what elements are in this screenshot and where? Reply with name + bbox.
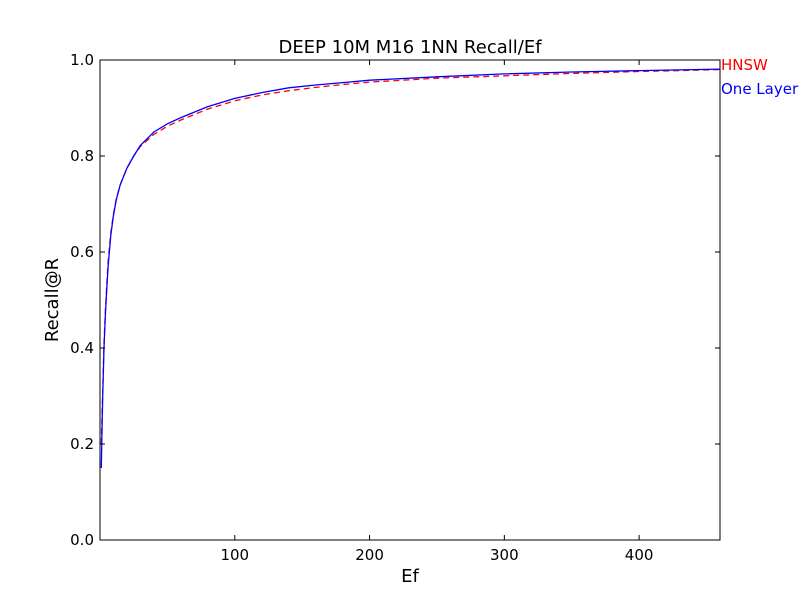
x-tick-label: 200 (355, 546, 384, 564)
chart-title: DEEP 10M M16 1NN Recall/Ef (278, 37, 542, 58)
y-tick-label: 0.4 (70, 339, 94, 357)
x-tick-label: 300 (490, 546, 519, 564)
y-tick-label: 0.2 (70, 435, 94, 453)
series-labels: HNSW One Layer (721, 56, 799, 98)
y-tick-label: 0.0 (70, 531, 94, 549)
y-tick-label: 0.8 (70, 147, 94, 165)
plot-area (100, 68, 721, 469)
series-label-one-layer: One Layer (721, 80, 799, 98)
x-tick-label: 400 (625, 546, 654, 564)
y-axis-title: Recall@R (42, 258, 63, 342)
x-axis-title: Ef (401, 566, 419, 587)
y-tick-label: 0.6 (70, 243, 94, 261)
axes-frame (99, 59, 721, 541)
series-line-one-layer (100, 68, 721, 469)
series-label-hnsw: HNSW (721, 56, 768, 74)
series-line-hnsw (100, 68, 721, 445)
x-tick-label: 100 (220, 546, 249, 564)
axis-ticks: 100 200 300 400 0.0 0.2 0.4 0.6 0.8 1.0 (70, 51, 720, 564)
y-tick-label: 1.0 (70, 51, 94, 69)
